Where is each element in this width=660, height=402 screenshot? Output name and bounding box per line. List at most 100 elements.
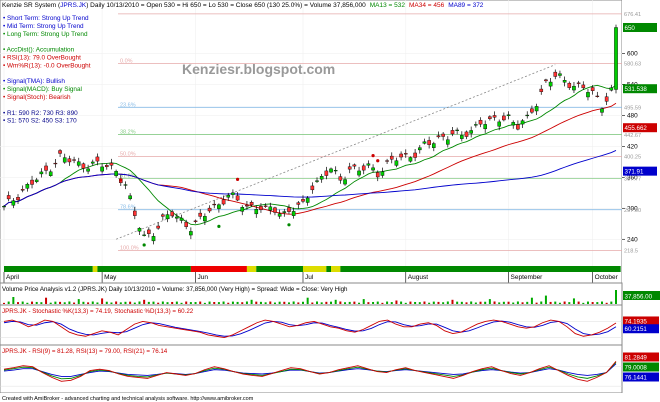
volume-bar [400,301,403,304]
volume-title: Volume Price Analysis v1.2 (JPRS.JK) Dai… [2,286,348,293]
candle-body [128,195,132,200]
rsi-value-label: 76.1441 [625,374,648,381]
volume-bar [306,297,309,304]
candle-body [198,212,203,217]
volume-bar [250,299,253,304]
candle-body [175,216,179,219]
candle-body [310,185,315,191]
fib-axis-label: 580.63 [624,62,641,68]
volume-bar [236,301,239,304]
candle-body [389,155,394,160]
candle-body [11,200,16,206]
signal-markers [119,153,380,247]
candle-body [301,199,305,202]
volume-bar [479,301,482,304]
volume-bar [21,301,24,304]
volume-bar [119,302,122,304]
sell-marker [371,153,375,158]
candle-body [100,166,104,172]
candle-body [572,85,576,91]
rsi-lines [0,360,622,387]
volume-bar [59,301,62,304]
candle-body [347,166,352,170]
volume-bar [470,301,473,304]
fib-axis-label: 218.5 [624,249,638,255]
y-tick-label: 420 [627,143,638,150]
axis-value-label: 650 [625,25,636,32]
x-label: Jun [198,274,209,281]
volume-bar [189,302,192,304]
axis-value-box [623,22,657,32]
volume-bar [572,298,575,304]
volume-bar [301,301,304,304]
info-line: • Wm%R(13): -0.0 OverBought [3,62,91,69]
volume-bar [437,301,440,304]
volume-bar [287,302,290,304]
info-line: • Signal(TMA): Bullish [3,78,65,85]
candle-body [319,176,324,180]
candle-body [576,82,581,84]
sell-marker [119,178,123,182]
volume-bar [166,302,169,304]
fib-label: 23.6% [120,102,136,108]
candle-body [305,197,310,203]
footer-text: Created with AmiBroker - advanced charti… [2,396,254,402]
volume-bar [582,302,585,304]
volume-bar [526,301,529,304]
fib-axis-label: 676.41 [624,12,641,18]
buy-marker [142,243,146,247]
volume-bar [311,302,314,304]
x-label: October [595,274,619,281]
volume-bar [259,301,262,304]
volume-bar [320,302,323,304]
info-panel: • Short Term: Strong Up Trend• Mid Term:… [3,15,91,125]
volume-bar [161,301,164,304]
volume-bar [49,302,52,304]
volume-bar [512,302,515,304]
candle-body [193,220,198,222]
trend-segment [326,266,332,272]
stoch-value-box [623,324,659,334]
candle-body [474,124,478,126]
volume-bar [91,301,94,304]
volume-bar [133,302,136,304]
candle-body [530,108,534,113]
candle-body [511,122,516,126]
candle-body [212,203,217,206]
candle-body [95,156,100,162]
price-grid [0,0,622,283]
candle-body [455,129,459,131]
stoch-value-label: 60.2151 [625,326,648,333]
candle-body [76,161,81,166]
volume-bar [544,295,547,304]
volume-bar [26,302,29,304]
candle-body [450,130,455,135]
volume-bar [54,301,57,304]
candle-body [273,207,277,213]
volume-bar [199,301,202,304]
volume-bar [330,301,333,304]
candle-body [483,124,487,130]
volume-bar [115,301,118,304]
volume-bar [432,301,435,304]
buy-marker [217,224,221,228]
volume-bar [591,302,594,304]
candle-body [263,205,268,207]
volume-bar [451,299,454,304]
axis-value-box [623,166,657,176]
volume-bar [381,302,384,304]
y-tick-label: 240 [627,236,638,243]
info-line: • AccDist(): Accumulation [3,47,75,54]
volume-bar [460,301,463,304]
candle-body [156,225,160,229]
candle-body [203,216,207,222]
volume-bar [73,302,76,304]
volume-bar [610,301,613,304]
candle-body [460,135,464,139]
volume-bars [3,290,617,304]
volume-bar [465,302,468,304]
candle-body [548,81,553,87]
volume-bar [418,302,421,304]
volume-label-box [623,291,660,300]
